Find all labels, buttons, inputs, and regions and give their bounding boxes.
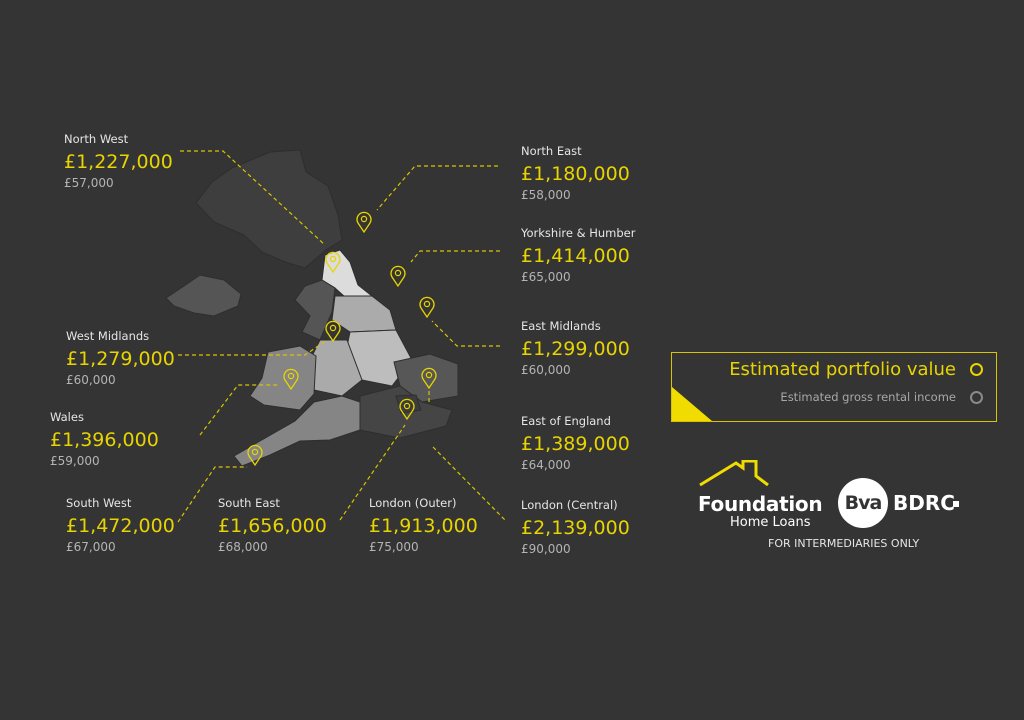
portfolio-value: £1,389,000 [521,432,630,455]
foundation-logo-text: Foundation [698,492,823,516]
legend-rental-income: Estimated gross rental income [780,390,956,404]
portfolio-value: £1,414,000 [521,244,630,267]
rental-income: £64,000 [521,457,571,472]
portfolio-value: £1,227,000 [64,150,173,173]
rental-income: £90,000 [521,541,571,556]
rental-income: £60,000 [66,372,116,387]
legend-portfolio-value: Estimated portfolio value [729,359,956,380]
region-south-west: South West £1,472,000 £67,000 [66,496,175,554]
legend-corner-triangle [672,387,712,421]
portfolio-value: £1,279,000 [66,347,175,370]
portfolio-value: £2,139,000 [521,516,630,539]
map-pin-dot [329,324,337,332]
legend-circle-icon [970,391,983,404]
map-pin-dot [251,448,259,456]
portfolio-value: £1,299,000 [521,337,630,360]
portfolio-value: £1,396,000 [50,428,159,451]
region-label: Wales [50,410,84,424]
leader-line-north-east [376,165,498,211]
map-pin-icon [283,368,299,391]
leader-line-london-central [432,446,506,521]
rental-income: £59,000 [50,453,100,468]
map-pin-icon [325,251,341,274]
portfolio-value: £1,913,000 [369,514,478,537]
portfolio-value: £1,472,000 [66,514,175,537]
rental-income: £58,000 [521,187,571,202]
map-north-west[interactable] [294,279,336,341]
region-yorkshire-humber: Yorkshire & Humber £1,414,000 £65,000 [521,226,636,284]
leader-line-yorkshire [410,250,500,263]
map-pin-dot [329,255,337,263]
legend-circle-icon [970,363,983,376]
map-pin-dot [360,215,368,223]
region-wales: Wales £1,396,000 £59,000 [50,410,159,468]
map-scotland [195,149,343,269]
foundation-logo-subtext: Home Loans [730,515,811,530]
region-label: South East [218,496,280,510]
leader-line-south-west [177,466,247,523]
map-pin-dot [425,371,433,379]
region-east-midlands: East Midlands £1,299,000 £60,000 [521,319,630,377]
map-yorkshire-humber[interactable] [331,295,397,333]
portfolio-value: £1,656,000 [218,514,327,537]
map-pin-icon [325,320,341,343]
portfolio-value: £1,180,000 [521,162,630,185]
disclaimer: FOR INTERMEDIARIES ONLY [768,537,920,550]
region-label: West Midlands [66,329,150,343]
leader-line-south-east [339,424,406,521]
region-south-east: South East £1,656,000 £68,000 [218,496,327,554]
map-northern-ireland [165,274,242,317]
region-label: Yorkshire & Humber [521,226,636,240]
region-north-west: North West £1,227,000 £57,000 [64,132,173,190]
leader-line-west-midlands [178,339,328,356]
map-pin-icon [399,398,415,421]
region-label: North West [64,132,129,146]
region-label: London (Central) [521,498,618,512]
rental-income: £68,000 [218,539,268,554]
rental-income: £65,000 [521,269,571,284]
region-london-outer: London (Outer) £1,913,000 £75,000 [369,496,478,554]
region-london-central: London (Central) £2,139,000 £90,000 [521,498,630,556]
bdrc-logo-dot [953,501,959,507]
map-wales[interactable] [249,345,317,411]
map-pin-icon [419,296,435,319]
map-pin-dot [403,402,411,410]
region-east-of-england: East of England £1,389,000 £64,000 [521,414,630,472]
leader-line-north-west [180,150,326,246]
region-label: South West [66,496,132,510]
region-label: North East [521,144,582,158]
legend: Estimated portfolio value Estimated gros… [671,352,997,422]
map-pin-icon [247,444,263,467]
house-roof-icon [699,460,769,487]
rental-income: £67,000 [66,539,116,554]
region-north-east: North East £1,180,000 £58,000 [521,144,630,202]
bva-logo: Bva [838,478,888,528]
region-label: East of England [521,414,611,428]
bdrc-logo: BDRC [893,491,955,515]
region-label: London (Outer) [369,496,457,510]
map-pin-icon [356,211,372,234]
map-pin-dot [423,300,431,308]
leader-line-east-midlands [431,320,500,347]
region-label: East Midlands [521,319,601,333]
map-pin-icon [421,367,437,390]
map-pin-dot [287,372,295,380]
map-south-west[interactable] [233,395,361,467]
rental-income: £75,000 [369,539,419,554]
region-west-midlands: West Midlands £1,279,000 £60,000 [66,329,175,387]
map-pin-icon [390,265,406,288]
rental-income: £57,000 [64,175,114,190]
map-pin-dot [394,269,402,277]
rental-income: £60,000 [521,362,571,377]
